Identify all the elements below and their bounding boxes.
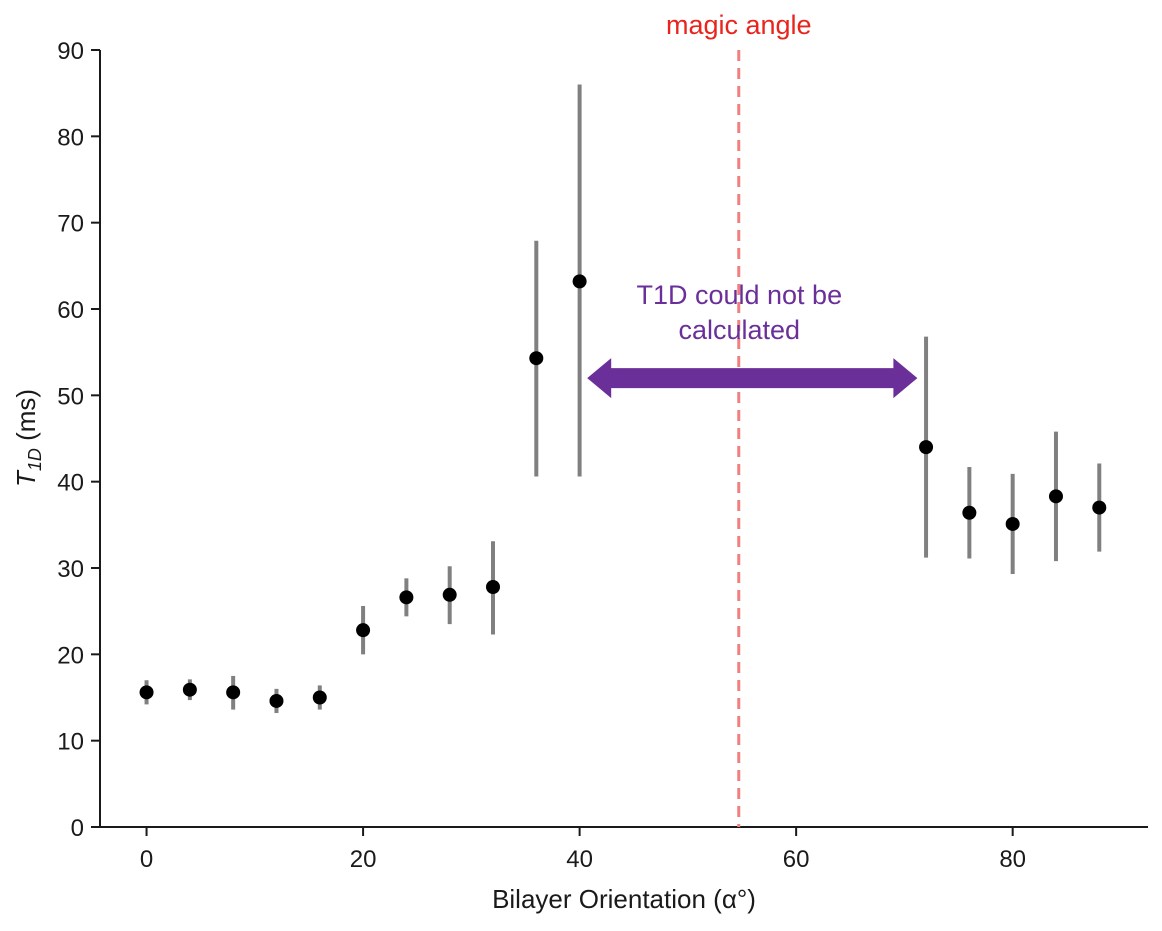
y-ticks: 0 10 20 30 40 50 60 70 80 90 [57,38,100,842]
note-text-line2: calculated [678,315,800,345]
y-tick-label: 30 [57,556,84,583]
error-bars [144,84,1102,714]
x-axis-label: Bilayer Orientation (α°) [492,884,756,914]
data-point [442,587,457,602]
y-tick-label: 60 [57,297,84,324]
data-point [572,274,587,289]
y-tick-label: 10 [57,729,84,756]
x-ticks: 0 20 40 60 80 [140,827,1026,873]
x-tick-label: 60 [783,846,810,873]
x-tick-label: 80 [999,846,1026,873]
y-axis-label-subscript: 1D [25,448,45,471]
y-tick-label: 20 [57,642,84,669]
data-point [399,590,414,605]
y-tick-label: 90 [57,38,84,65]
data-point [269,693,284,708]
data-point [139,685,154,700]
data-point [1048,489,1063,504]
note-text-line1: T1D could not be [636,280,842,310]
data-point [1092,500,1107,515]
note-annotation: T1D could not be calculated [587,280,918,399]
data-point [312,690,327,705]
range-double-arrow [587,358,918,399]
y-tick-label: 80 [57,124,84,151]
data-points [139,274,1107,708]
data-point [356,623,371,638]
y-axis-label-unit: (ms) [11,389,41,448]
y-tick-label: 0 [71,815,84,842]
y-tick-label: 70 [57,211,84,238]
x-tick-label: 40 [566,846,593,873]
magic-angle-annotation: magic angle [666,10,812,827]
axes [99,50,1148,828]
data-point [226,685,241,700]
y-axis-label-symbol: T [11,469,41,487]
y-tick-label: 40 [57,470,84,497]
data-point [182,682,197,697]
y-tick-label: 50 [57,383,84,410]
data-point [486,579,500,594]
x-tick-label: 0 [140,846,153,873]
x-tick-label: 20 [350,846,377,873]
y-axis-label: T1D (ms) [11,389,45,487]
data-point [1005,516,1020,531]
data-point [962,505,977,520]
data-point [529,351,544,366]
magic-angle-label: magic angle [666,10,812,40]
data-point [919,440,934,455]
